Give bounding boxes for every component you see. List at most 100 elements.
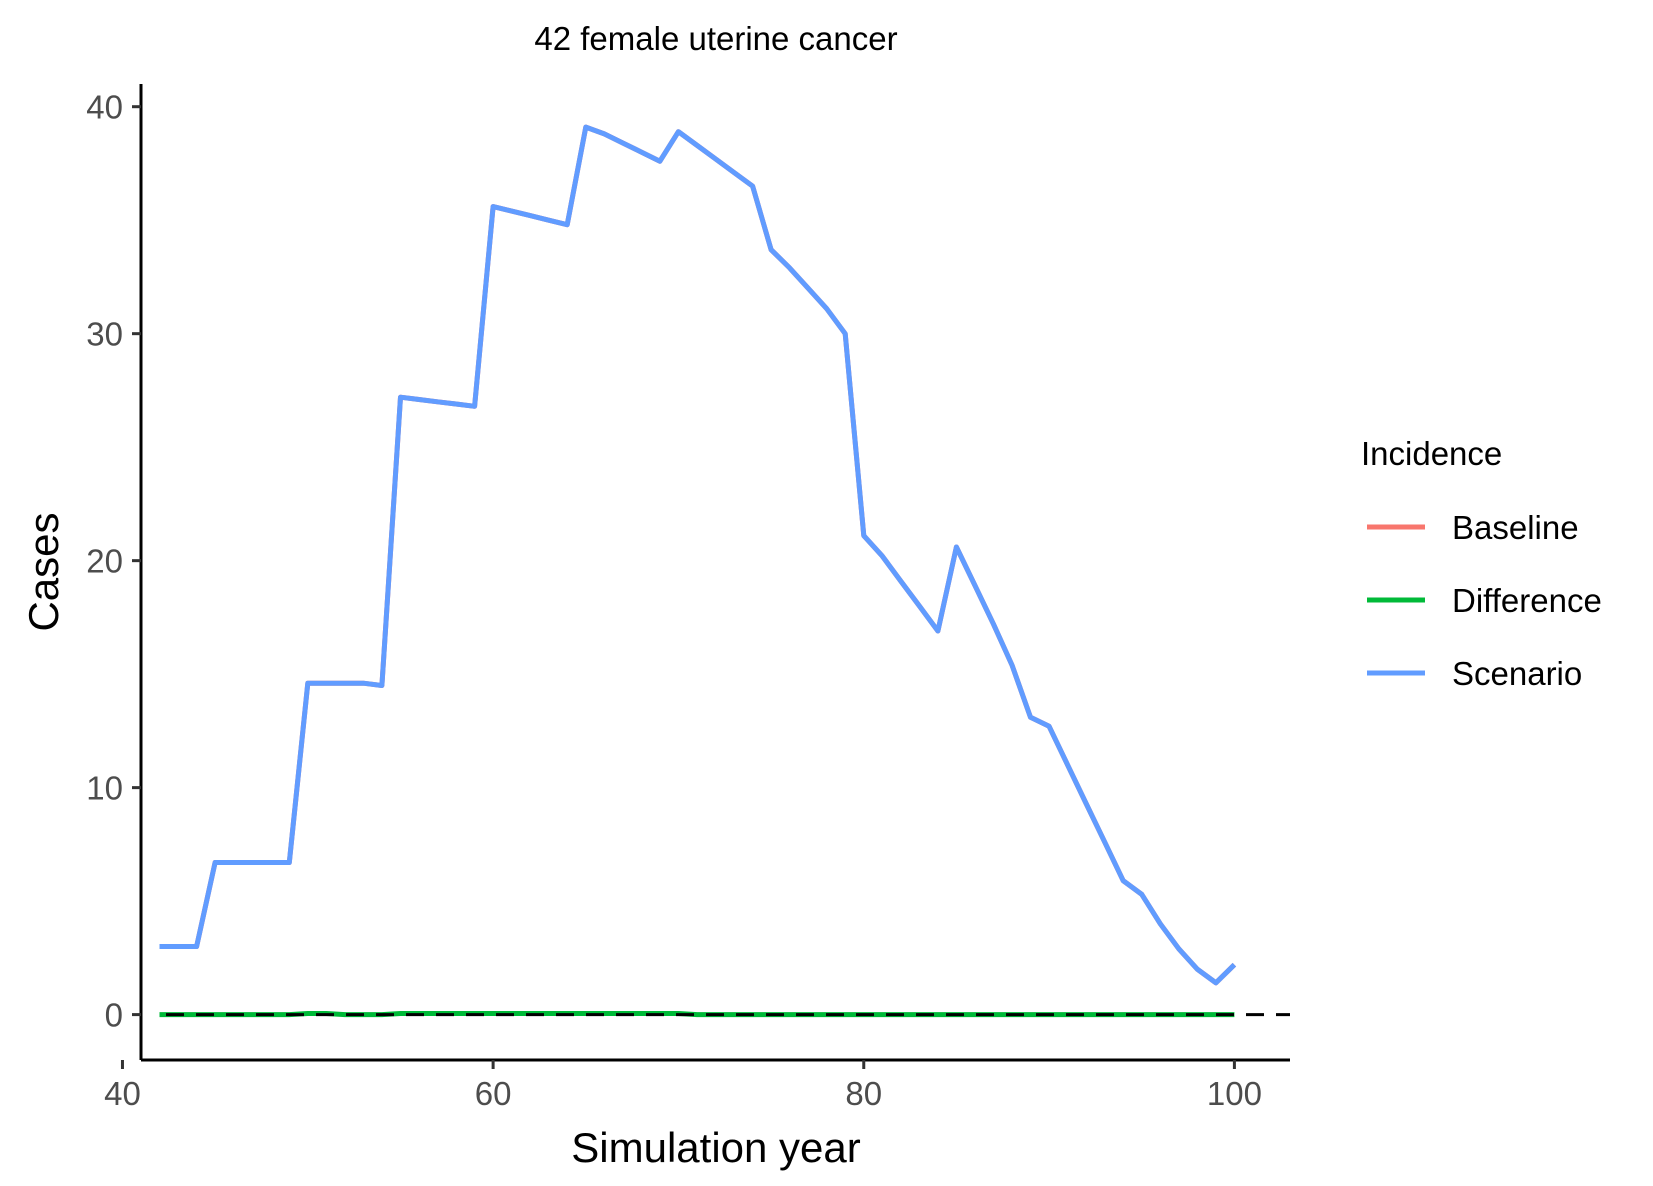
legend: Incidence Baseline Difference Scenario (1361, 435, 1602, 692)
data-point-scenario (1232, 963, 1236, 967)
data-point-difference (695, 1013, 699, 1017)
legend-label-difference: Difference (1452, 582, 1602, 619)
data-point-scenario (751, 184, 755, 188)
data-point-scenario (491, 205, 495, 209)
legend-item-scenario: Scenario (1367, 655, 1582, 692)
data-point-scenario (269, 861, 273, 865)
data-point-scenario (565, 223, 569, 227)
data-point-scenario (1066, 763, 1070, 767)
x-tick-label: 80 (845, 1075, 882, 1112)
data-point-difference (1121, 1013, 1125, 1017)
chart-title: 42 female uterine cancer (534, 20, 897, 57)
data-point-difference (158, 1013, 162, 1017)
legend-title: Incidence (1361, 435, 1502, 472)
data-point-scenario (1029, 715, 1033, 719)
data-point-scenario (213, 861, 217, 865)
data-point-scenario (602, 132, 606, 136)
data-point-scenario (250, 861, 254, 865)
data-point-scenario (732, 171, 736, 175)
data-point-scenario (788, 266, 792, 270)
data-point-scenario (973, 584, 977, 588)
y-tick-label: 0 (105, 997, 123, 1034)
legend-label-scenario: Scenario (1452, 655, 1582, 692)
data-point-scenario (584, 125, 588, 129)
y-tick-label: 20 (86, 543, 123, 580)
data-point-scenario (806, 286, 810, 290)
data-point-scenario (1121, 879, 1125, 883)
data-point-scenario (547, 218, 551, 222)
plot-area (158, 124, 1290, 1018)
data-point-scenario (843, 332, 847, 336)
data-point-scenario (825, 307, 829, 311)
data-point-difference (454, 1012, 458, 1016)
data-point-scenario (1084, 802, 1088, 806)
y-tick-label: 30 (86, 316, 123, 353)
data-point-scenario (658, 159, 662, 163)
data-point-scenario (936, 629, 940, 633)
data-point-scenario (454, 402, 458, 406)
data-point-scenario (714, 157, 718, 161)
data-point-difference (1029, 1013, 1033, 1017)
data-point-scenario (621, 141, 625, 145)
data-point-scenario (880, 554, 884, 558)
data-point-difference (306, 1012, 310, 1016)
data-point-scenario (1214, 981, 1218, 985)
data-point-scenario (158, 945, 162, 949)
data-point-scenario (769, 248, 773, 252)
data-point-scenario (343, 681, 347, 685)
data-point-scenario (1010, 663, 1014, 667)
x-axis-ticks: 40 60 80 100 (104, 1060, 1262, 1112)
y-tick-label: 40 (86, 89, 123, 126)
data-point-scenario (232, 861, 236, 865)
data-point-scenario (324, 681, 328, 685)
y-axis-ticks: 0 10 20 30 40 (86, 89, 141, 1034)
x-tick-label: 100 (1207, 1075, 1262, 1112)
data-point-scenario (695, 143, 699, 147)
x-tick-label: 40 (104, 1075, 141, 1112)
data-point-scenario (436, 400, 440, 404)
data-point-difference (491, 1012, 495, 1016)
series-line-scenario (159, 124, 1237, 986)
data-point-scenario (639, 150, 643, 154)
data-point-scenario (1158, 922, 1162, 926)
x-axis-title: Simulation year (571, 1124, 860, 1171)
data-point-scenario (954, 545, 958, 549)
data-point-difference (880, 1013, 884, 1017)
legend-item-baseline: Baseline (1367, 509, 1579, 546)
data-point-difference (1084, 1013, 1088, 1017)
data-point-difference (1177, 1013, 1181, 1017)
data-point-scenario (899, 579, 903, 583)
data-point-scenario (361, 681, 365, 685)
data-point-scenario (510, 209, 514, 213)
data-point-scenario (473, 404, 477, 408)
y-tick-label: 10 (86, 770, 123, 807)
data-point-difference (788, 1013, 792, 1017)
data-point-difference (732, 1013, 736, 1017)
data-point-scenario (1047, 724, 1051, 728)
y-axis-title: Cases (20, 512, 67, 631)
data-point-scenario (1177, 947, 1181, 951)
data-point-difference (399, 1012, 403, 1016)
legend-item-difference: Difference (1367, 582, 1602, 619)
data-point-scenario (380, 684, 384, 688)
data-point-scenario (1195, 967, 1199, 971)
data-point-difference (639, 1012, 643, 1016)
data-point-scenario (992, 622, 996, 626)
data-point-scenario (1140, 892, 1144, 896)
data-point-scenario (417, 398, 421, 402)
series-line-difference (159, 1011, 1235, 1018)
data-point-scenario (528, 214, 532, 218)
data-point-scenario (676, 130, 680, 134)
data-point-scenario (399, 395, 403, 399)
data-point-scenario (195, 945, 199, 949)
x-tick-label: 60 (475, 1075, 512, 1112)
data-point-scenario (287, 861, 291, 865)
data-point-difference (250, 1013, 254, 1017)
series-line-baseline (159, 124, 1237, 986)
data-point-difference (547, 1012, 551, 1016)
data-point-scenario (306, 681, 310, 685)
data-point-difference (936, 1013, 940, 1017)
data-point-scenario (1103, 840, 1107, 844)
